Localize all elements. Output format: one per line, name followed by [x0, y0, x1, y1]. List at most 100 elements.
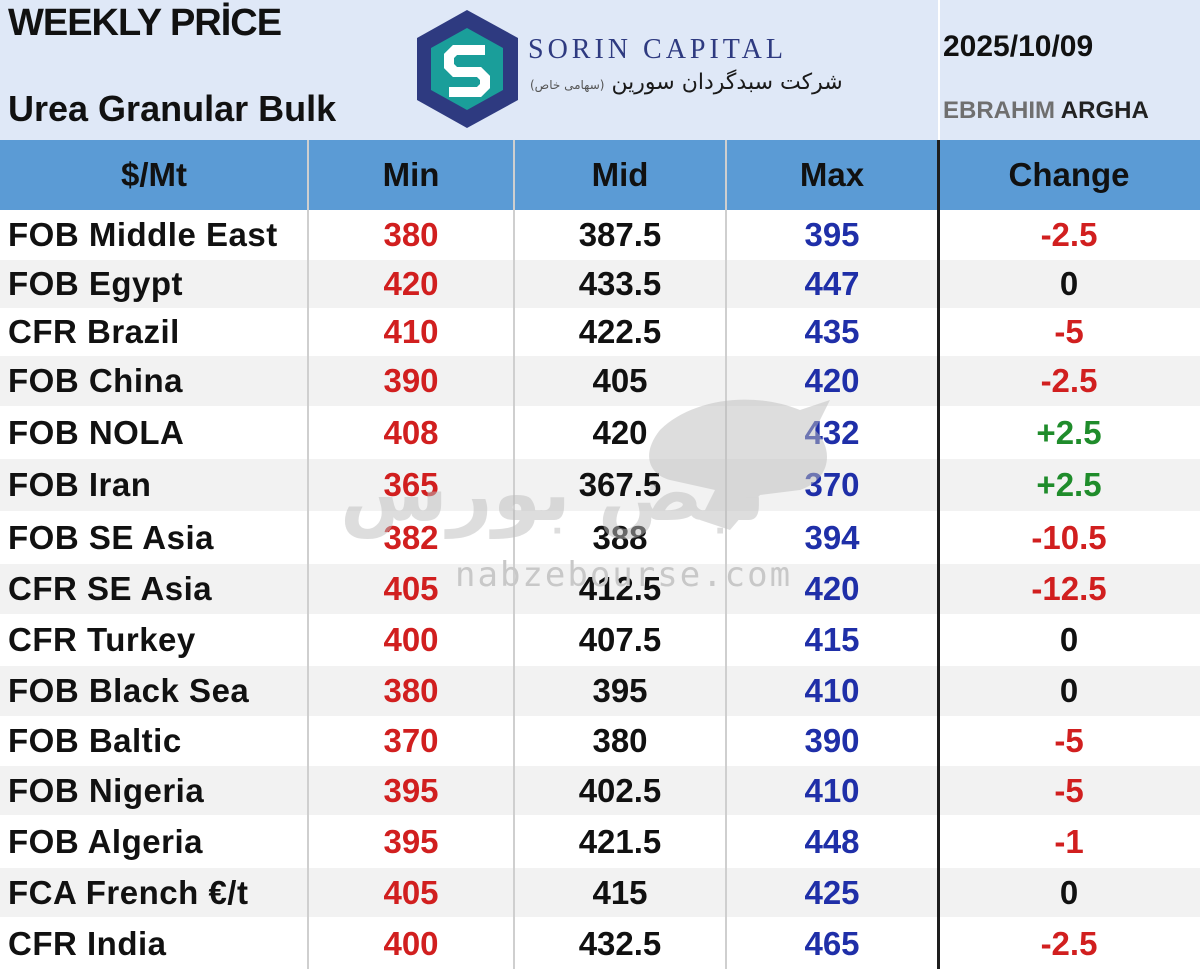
- max-price-cell: 465: [804, 924, 860, 962]
- table-row: FOB Egypt 420 433.5 447 0: [0, 260, 1200, 308]
- market-name-cell: FOB Baltic: [8, 722, 182, 759]
- mid-price-cell: 407.5: [578, 621, 662, 658]
- column-header-max: Max: [799, 156, 865, 193]
- market-name-cell: FOB Black Sea: [8, 672, 250, 709]
- mid-price-cell: 388: [592, 518, 648, 556]
- max-price-cell: 447: [804, 265, 860, 302]
- max-price-cell: 425: [804, 873, 860, 911]
- market-name-cell: FOB Algeria: [8, 822, 203, 860]
- table-body: FOB Middle East 380 387.5 395 -2.5 FOB Egypt 4…: [0, 210, 1200, 970]
- max-price-cell: 448: [804, 822, 860, 860]
- market-name-cell: FOB China: [8, 362, 183, 399]
- table-row: FOB Iran 365 367.5 370 +2.5: [0, 459, 1200, 511]
- change-cell: -10.5: [1031, 518, 1107, 556]
- column-header-mid: Mid: [591, 156, 649, 193]
- market-name-cell: CFR Brazil: [8, 313, 180, 350]
- report-subtitle: Urea Granular Bulk: [8, 88, 337, 129]
- max-price-cell: 390: [804, 722, 860, 759]
- market-name-cell: FOB Middle East: [8, 216, 278, 253]
- market-name-cell: CFR India: [8, 924, 167, 962]
- report-date: 2025/10/09: [943, 30, 1094, 63]
- min-price-cell: 405: [383, 570, 439, 607]
- market-name-cell: FCA French €/t: [8, 873, 249, 911]
- change-cell: +2.5: [1036, 466, 1102, 503]
- mid-price-cell: 405: [592, 362, 648, 399]
- change-cell: -2.5: [1040, 216, 1098, 253]
- table-row: FOB SE Asia 382 388 394 -10.5: [0, 511, 1200, 564]
- brand-name-english: SORIN CAPITAL: [528, 34, 787, 65]
- mid-price-cell: 412.5: [578, 570, 662, 607]
- min-price-cell: 420: [383, 265, 439, 302]
- min-price-cell: 365: [383, 466, 439, 503]
- author-name: EBRAHIM ARGHA: [943, 97, 1149, 125]
- brand-name-persian-suffix: (سهامی خاص): [530, 78, 605, 92]
- brand-name-persian: شرکت سبدگردان سورین (سهامی خاص): [530, 70, 843, 95]
- column-header-min: Min: [382, 156, 440, 193]
- column-separator: [725, 140, 727, 969]
- change-cell: -5: [1054, 722, 1084, 759]
- column-header-market: $/Mt: [121, 156, 187, 193]
- author-first-name: EBRAHIM: [943, 97, 1055, 124]
- table-row: CFR Turkey 400 407.5 415 0: [0, 614, 1200, 666]
- mid-price-cell: 387.5: [578, 216, 662, 253]
- table-row: FOB Middle East 380 387.5 395 -2.5: [0, 210, 1200, 260]
- max-price-cell: 370: [804, 466, 860, 503]
- max-price-cell: 410: [804, 771, 860, 809]
- market-name-cell: FOB Egypt: [8, 265, 183, 302]
- market-name-cell: CFR SE Asia: [8, 570, 213, 607]
- table-row: CFR SE Asia 405 412.5 420 -12.5: [0, 564, 1200, 614]
- mid-price-cell: 422.5: [578, 313, 662, 350]
- max-price-cell: 410: [804, 672, 860, 709]
- author-last-name: ARGHA: [1060, 97, 1149, 124]
- change-cell: 0: [1059, 621, 1079, 658]
- table-row: FOB Black Sea 380 395 410 0: [0, 666, 1200, 716]
- market-name-cell: FOB NOLA: [8, 413, 185, 451]
- market-name-cell: FOB Nigeria: [8, 771, 205, 809]
- market-name-cell: CFR Turkey: [8, 621, 196, 658]
- mid-price-cell: 433.5: [578, 265, 662, 302]
- change-cell: 0: [1059, 873, 1079, 911]
- min-price-cell: 395: [383, 771, 439, 809]
- sorin-s-logo-icon: [417, 10, 518, 128]
- min-price-cell: 390: [383, 362, 439, 399]
- max-price-cell: 432: [804, 413, 860, 451]
- change-cell: -2.5: [1040, 362, 1098, 399]
- min-price-cell: 395: [383, 822, 439, 860]
- change-cell: -2.5: [1040, 924, 1098, 962]
- mid-price-cell: 432.5: [578, 924, 662, 962]
- mid-price-cell: 415: [592, 873, 648, 911]
- table-row: FOB China 390 405 420 -2.5: [0, 356, 1200, 406]
- min-price-cell: 380: [383, 672, 439, 709]
- min-price-cell: 380: [383, 216, 439, 253]
- min-price-cell: 370: [383, 722, 439, 759]
- table-row: FOB Baltic 370 380 390 -5: [0, 716, 1200, 766]
- min-price-cell: 410: [383, 313, 439, 350]
- table-row: FOB Algeria 395 421.5 448 -1: [0, 815, 1200, 868]
- min-price-cell: 405: [383, 873, 439, 911]
- min-price-cell: 382: [383, 518, 439, 556]
- max-price-cell: 395: [804, 216, 860, 253]
- mid-price-cell: 402.5: [578, 771, 662, 809]
- max-price-cell: 394: [804, 518, 860, 556]
- table-row: CFR India 400 432.5 465 -2.5: [0, 917, 1200, 970]
- max-price-cell: 420: [804, 362, 860, 399]
- change-cell: 0: [1059, 672, 1079, 709]
- max-price-cell: 420: [804, 570, 860, 607]
- min-price-cell: 400: [383, 924, 439, 962]
- table-row: FOB NOLA 408 420 432 +2.5: [0, 406, 1200, 459]
- max-price-cell: 415: [804, 621, 860, 658]
- header-divider: [938, 0, 940, 140]
- mid-price-cell: 380: [592, 722, 648, 759]
- column-header-change: Change: [1008, 156, 1130, 193]
- table-row: FCA French €/t 405 415 425 0: [0, 868, 1200, 917]
- report-header: WEEKLY PRİCE Urea Granular Bulk SORIN CA…: [0, 0, 1200, 140]
- mid-price-cell: 367.5: [578, 466, 662, 503]
- change-cell: -12.5: [1031, 570, 1107, 607]
- change-cell: 0: [1059, 265, 1079, 302]
- brand-name-persian-text: شرکت سبدگردان سورین: [611, 70, 843, 95]
- max-price-cell: 435: [804, 313, 860, 350]
- column-separator: [513, 140, 515, 969]
- mid-price-cell: 395: [592, 672, 648, 709]
- change-cell: -5: [1054, 771, 1084, 809]
- table-row: FOB Nigeria 395 402.5 410 -5: [0, 766, 1200, 815]
